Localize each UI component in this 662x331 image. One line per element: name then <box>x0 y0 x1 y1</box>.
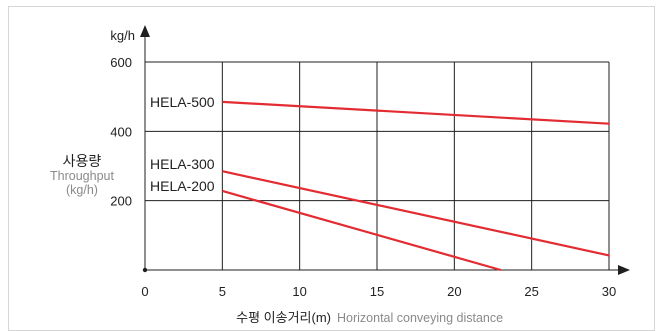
x-axis-title-en: Horizontal conveying distance <box>337 311 503 325</box>
x-tick-label: 15 <box>370 284 384 299</box>
y-axis-arrow-icon <box>140 25 150 37</box>
labels: HELA-500 HELA-300 HELA-200 200 400 600 0 5 10 15 2… <box>50 28 616 325</box>
x-tick-label: 10 <box>292 284 306 299</box>
chart-panel <box>8 6 655 331</box>
y-axis-title-en: Throughput <box>50 169 114 183</box>
x-axis-title-ko: 수평 이송거리(m) <box>236 310 331 325</box>
series-line-hela-300 <box>222 170 610 257</box>
y-axis-title-unit: (kg/h) <box>66 183 98 197</box>
y-tick-label: 400 <box>110 124 132 139</box>
y-tick-label: 600 <box>110 55 132 70</box>
y-axis-unit: kg/h <box>110 28 135 43</box>
series-line-hela-500 <box>222 100 610 125</box>
grid-lines <box>145 61 610 270</box>
x-axis-arrow-icon <box>618 265 630 275</box>
series-line-hela-200 <box>222 189 502 272</box>
axes <box>140 25 630 275</box>
x-tick-label: 5 <box>219 284 226 299</box>
series-label-hela-300: HELA-300 <box>150 156 215 172</box>
x-tick-label: 0 <box>141 284 148 299</box>
y-axis-title-ko: 사용량 <box>63 153 102 169</box>
x-tick-label: 30 <box>602 284 616 299</box>
series-lines <box>222 100 610 272</box>
x-tick-label: 25 <box>524 284 538 299</box>
series-label-hela-500: HELA-500 <box>150 94 215 110</box>
origin-dot <box>142 267 148 273</box>
y-tick-label: 200 <box>110 194 132 209</box>
series-label-hela-200: HELA-200 <box>150 178 215 194</box>
x-tick-label: 20 <box>447 284 461 299</box>
